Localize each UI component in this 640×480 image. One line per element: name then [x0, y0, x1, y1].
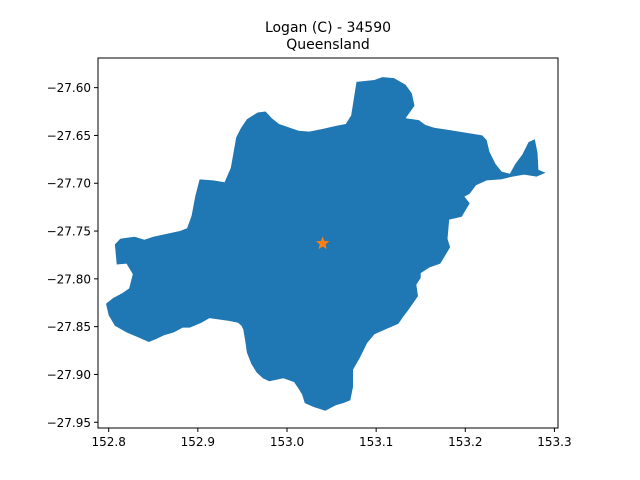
x-tick-label: 153.3: [537, 435, 571, 449]
x-tick-label: 153.1: [359, 435, 393, 449]
map-title-line2: Queensland: [286, 37, 370, 53]
y-tick-label: −27.85: [47, 320, 91, 334]
x-tick-label: 153.2: [448, 435, 482, 449]
centroid-star-marker: [315, 236, 330, 250]
y-axis: −27.60 −27.65 −27.70 −27.75 −27.80 −27.85 −27.…: [47, 81, 98, 430]
x-tick-label: 152.9: [181, 435, 215, 449]
x-tick-label: 152.8: [92, 435, 126, 449]
y-tick-label: −27.75: [47, 225, 91, 239]
y-tick-label: −27.95: [47, 416, 91, 430]
y-tick-label: −27.60: [47, 81, 91, 95]
y-tick-label: −27.65: [47, 129, 91, 143]
y-tick-label: −27.80: [47, 272, 91, 286]
map-title-line1: Logan (C) - 34590: [265, 20, 391, 36]
axes-frame: [97, 57, 559, 429]
y-tick-label: −27.90: [47, 368, 91, 382]
x-axis: 152.8 152.9 153.0 153.1 153.2 153.3: [92, 428, 572, 449]
plot-area: [97, 57, 559, 429]
x-tick-label: 153.0: [270, 435, 304, 449]
y-tick-label: −27.70: [47, 177, 91, 191]
